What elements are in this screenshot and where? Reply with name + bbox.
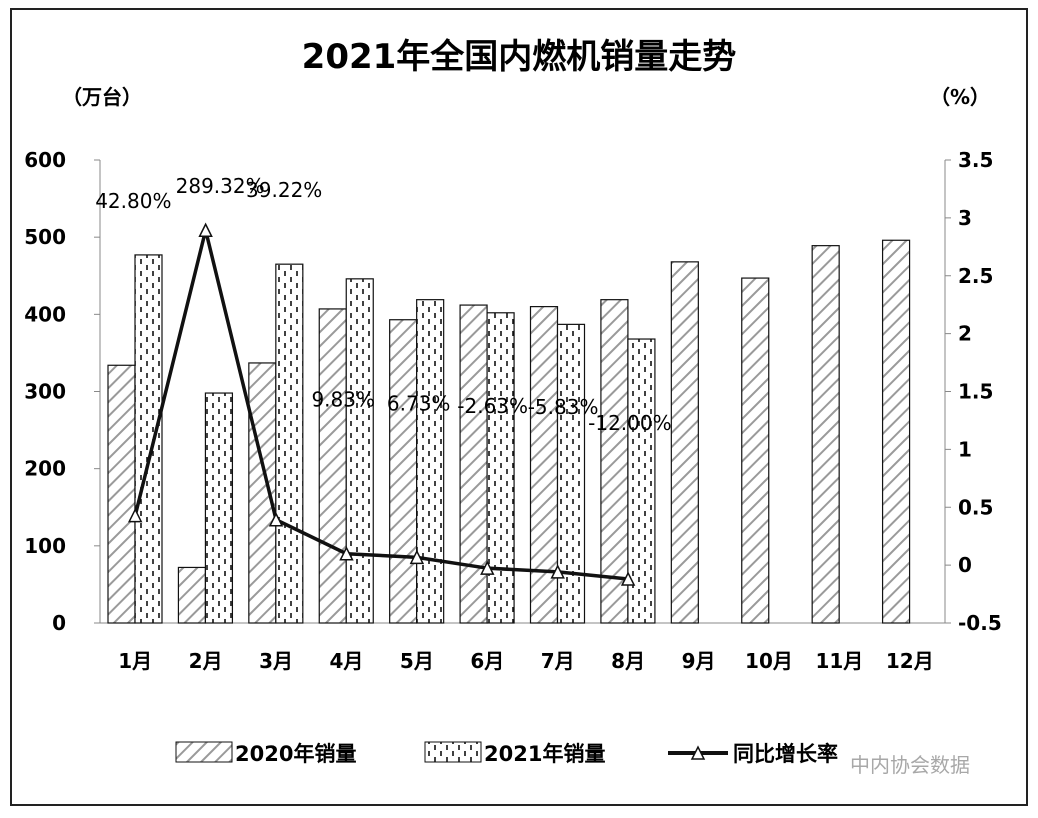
legend-label-growth: 同比增长率 [733,742,838,766]
x-tick-label: 2月 [189,649,223,673]
growth-data-label: -12.00% [588,411,671,435]
x-tick-label: 5月 [400,649,434,673]
bar-2020 [811,245,840,624]
y-axis-label: （万台） [62,85,142,109]
growth-data-label: 289.32% [176,174,265,198]
growth-marker [127,507,143,523]
y2-tick-label: 2 [958,322,972,346]
x-tick-label: 8月 [611,649,645,673]
legend-swatch-2021 [424,741,482,763]
y-tick-label: 100 [24,534,66,558]
growth-data-label: -2.63% [457,394,528,418]
growth-data-label: 6.73% [387,391,451,415]
y-tick-label: 0 [52,611,66,635]
y2-tick-label: 1.5 [958,380,993,404]
chart-title: 2021年全国内燃机销量走势 [302,37,737,77]
x-tick-label: 10月 [745,649,793,673]
bar-2021 [345,278,374,624]
bar-2021 [275,263,304,624]
y2-tick-label: 0.5 [958,495,993,519]
growth-data-label: 9.83% [311,388,375,412]
watermark: 中内协会数据 [850,753,970,777]
chart-frame [10,8,1028,806]
y2-tick-label: 3.5 [958,148,993,172]
x-tick-label: 4月 [329,649,363,673]
bar-2020 [600,299,629,624]
bar-2021 [204,392,234,624]
growth-marker [620,571,636,586]
legend-triangle-marker [690,745,706,760]
legend-swatch-2020 [175,741,233,763]
y2-tick-label: 1 [958,437,972,461]
legend: 2020年销量 2021年销量 同比增长率 [175,741,838,766]
growth-marker [550,564,565,579]
y2-tick-label: 3 [958,206,972,230]
bar-2021 [486,312,515,624]
growth-marker [480,560,495,575]
bar-2021 [416,299,445,624]
growth-marker [339,546,354,561]
y-tick-label: 600 [24,148,66,172]
growth-data-label: 39.22% [246,178,322,202]
x-tick-label: 3月 [259,649,293,673]
y-tick-label: 200 [24,457,66,481]
x-tick-label: 9月 [682,649,716,673]
bar-2020 [107,364,136,624]
bar-2020 [389,319,418,624]
bar-2021 [134,254,163,624]
bar-2020 [248,362,277,624]
bar-2020 [177,566,207,624]
y2-axis-label: （%） [930,85,990,109]
y-tick-label: 400 [24,302,66,326]
x-tick-label: 1月 [118,649,152,673]
legend-label-2020: 2020年销量 [235,742,356,766]
growth-marker [268,512,284,527]
x-tick-label: 7月 [541,649,575,673]
y-tick-label: 300 [24,380,66,404]
growth-data-label: -5.83% [528,395,599,419]
x-tick-label: 12月 [886,649,934,673]
growth-marker [198,222,213,237]
y2-tick-label: 2.5 [958,264,993,288]
growth-data-label: 42.80% [95,189,171,213]
growth-marker [409,549,425,565]
bar-2020 [881,239,911,624]
y2-tick-label: -0.5 [958,611,1002,635]
y-tick-label: 500 [24,225,66,249]
legend-label-2021: 2021年销量 [484,742,605,766]
bar-2021 [627,338,656,624]
x-tick-label: 11月 [815,649,863,673]
bar-2020 [670,261,699,624]
y2-tick-label: 0 [958,553,972,577]
bar-2020 [318,308,347,624]
x-tick-label: 6月 [470,649,504,673]
bar-2020 [741,277,770,624]
bar-2020 [459,304,488,624]
growth-line [133,229,629,581]
